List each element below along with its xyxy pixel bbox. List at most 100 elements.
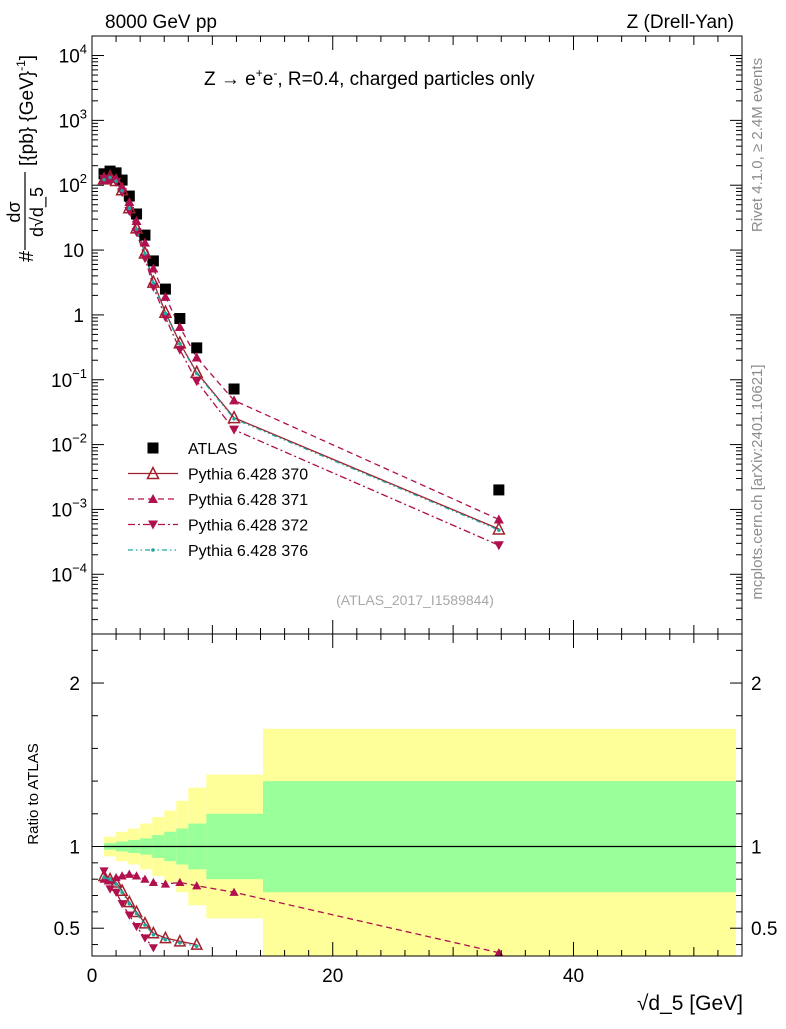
series-pythia-6-428-376-point: [178, 341, 182, 346]
series-pythia-6-428-376-point: [120, 189, 124, 193]
ratio-pythia-6-428-370-point: [123, 894, 136, 908]
legend-pythia-6-428-370-marker: [146, 465, 160, 480]
series-pythia-6-428-372-point: [493, 541, 504, 551]
series-atlas-point: [139, 229, 151, 241]
y-label-denominator: d√d_5: [27, 187, 48, 237]
y-tick-label: 1: [73, 306, 84, 327]
series-pythia-6-428-372-point: [174, 345, 185, 355]
y-tick-label: 102: [59, 171, 87, 197]
main-y-label: # dσ d√d_5 [{pb} {GeV}-1]: [4, 55, 48, 262]
ratio-pythia-6-428-376-point: [114, 882, 118, 886]
ratio-plot-area: [97, 867, 504, 956]
ratio-pythia-6-428-370-point: [173, 934, 187, 947]
ratio-y-tick-label-right: 2: [751, 674, 762, 695]
series-pythia-6-428-371-point: [191, 352, 202, 362]
ratio-pythia-6-428-376-point: [102, 875, 106, 880]
y-tick-label: 10−2: [51, 431, 87, 457]
ratio-pythia-6-428-376-point: [127, 901, 132, 906]
x-tick-label: 0: [87, 966, 98, 987]
series-atlas-point: [131, 208, 143, 220]
ratio-pythia-6-428-371-point: [117, 871, 127, 880]
legend-atlas-label: ATLAS: [188, 441, 238, 458]
series-pythia-6-428-372-point: [229, 425, 240, 435]
series-pythia-6-428-371-point: [229, 395, 240, 405]
ratio-pythia-6-428-371-point: [131, 871, 142, 880]
series-pythia-6-428-376-point: [163, 311, 168, 316]
series-pythia-6-428-372-point: [124, 207, 135, 217]
series-pythia-6-428-376-point: [127, 206, 132, 211]
legend-pythia-6-428-372-marker: [148, 520, 158, 530]
y-label-unit: [{pb} {GeV}-1]: [14, 55, 38, 166]
series-pythia-6-428-376-point: [114, 179, 118, 183]
x-tick-label: 20: [322, 966, 343, 987]
series-pythia-6-428-376-point: [497, 528, 501, 532]
series-pythia-6-428-372-point: [148, 282, 159, 292]
legend-pythia-6-428-372-label: Pythia 6.428 372: [188, 518, 308, 535]
series-atlas-point: [228, 383, 240, 395]
ratio-clipped-group: [97, 867, 504, 956]
ratio-pythia-6-428-371-point: [192, 881, 202, 890]
ratio-pythia-6-428-376-point: [134, 911, 139, 916]
ratio-pythia-6-428-372-point: [99, 867, 109, 876]
ratio-pythia-6-428-371-point: [160, 879, 171, 888]
series-pythia-6-428-370-point: [492, 521, 506, 535]
series-pythia-6-428-372-point: [105, 175, 116, 185]
ratio-y-tick-label-right: 0.5: [751, 919, 777, 940]
ratio-pythia-6-428-372-point: [117, 900, 127, 909]
series-pythia-6-428-376-point: [151, 281, 156, 285]
ratio-pythia-6-428-372-point: [105, 885, 115, 894]
y-tick-label: 103: [59, 106, 87, 132]
ratio-plot-frame: [91, 633, 743, 957]
ratio-pythia-6-428-376-point: [163, 937, 168, 942]
series-pythia-6-428-371-point: [131, 216, 142, 226]
ratio-pythia-6-428-376-point: [143, 923, 147, 927]
series-pythia-6-428-372-point: [117, 188, 128, 198]
ratio-pythia-6-428-370-point: [138, 916, 152, 929]
plot-title: Z → e+e-, R=0.4, charged particles only: [204, 66, 535, 90]
series-pythia-6-428-376-point: [232, 416, 236, 421]
series-atlas-point: [159, 283, 171, 295]
series-pythia-6-428-372-point: [131, 227, 142, 237]
y-tick-label: 10−3: [51, 495, 87, 521]
series-atlas-point: [174, 313, 186, 325]
x-axis-label: √d_5 [GeV]: [637, 992, 743, 1015]
series-pythia-6-428-371-point: [148, 263, 159, 273]
ratio-pythia-6-428-370-point: [190, 937, 204, 950]
ratio-pythia-6-428-376-point: [151, 932, 156, 937]
y-tick-label: 10−1: [51, 366, 87, 392]
inner-band-bin: [262, 781, 736, 893]
legend-pythia-6-428-371-marker: [148, 494, 158, 503]
ratio-pythia-6-428-370-point: [147, 925, 160, 939]
ratio-pythia-6-428-372-point: [140, 934, 150, 943]
series-atlas-point: [116, 174, 128, 186]
x-tick-label: 40: [563, 966, 584, 987]
ratio-uncertainty-bands: [104, 728, 736, 956]
series-atlas-point: [147, 255, 159, 267]
series-pythia-6-428-372-line: [103, 178, 500, 546]
ratio-pythia-6-428-370-point: [109, 875, 123, 888]
series-pythia-6-428-372-point: [139, 254, 150, 264]
side-label-mcplots: mcplots.cern.ch [arXiv:2401.10621]: [749, 364, 766, 599]
ratio-pythia-6-428-370-point: [159, 930, 172, 944]
ratio-y-tick-label-left: 2: [69, 674, 80, 695]
y-tick-label: 10−4: [51, 560, 87, 586]
ratio-pythia-6-428-376-point: [108, 877, 112, 881]
ratio-y-tick-label-left: 1: [69, 837, 80, 858]
series-pythia-6-428-370-point: [227, 410, 241, 424]
ratio-pythia-6-428-376-point: [178, 941, 182, 945]
main-plot-area: [97, 165, 506, 551]
ratio-pythia-6-428-376-point: [194, 944, 199, 948]
series-atlas-point: [191, 342, 203, 354]
y-label-prefix: #: [16, 250, 38, 262]
legend-atlas-marker: [147, 442, 159, 454]
ratio-pythia-6-428-372-point: [148, 944, 158, 953]
ratio-pythia-6-428-371-point: [140, 874, 150, 883]
ratio-pythia-6-428-372-point: [124, 911, 134, 920]
ratio-pythia-6-428-372-point: [131, 922, 142, 932]
series-atlas-point: [493, 484, 505, 496]
series-pythia-6-428-376-point: [108, 175, 112, 180]
legend-pythia-6-428-371-label: Pythia 6.428 371: [188, 492, 308, 509]
series-pythia-6-428-371-point: [160, 291, 171, 301]
